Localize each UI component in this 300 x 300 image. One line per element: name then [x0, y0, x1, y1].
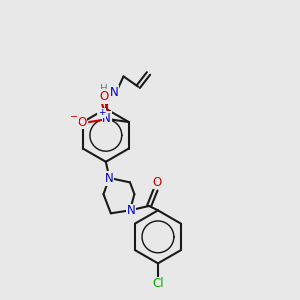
Text: O: O	[152, 176, 162, 189]
Text: H: H	[100, 84, 108, 94]
Text: N: N	[127, 205, 136, 218]
Text: −: −	[70, 112, 78, 122]
Text: O: O	[99, 90, 108, 103]
Text: O: O	[77, 116, 86, 128]
Text: +: +	[98, 108, 105, 117]
Text: N: N	[105, 172, 114, 185]
Text: Cl: Cl	[152, 278, 164, 290]
Text: N: N	[102, 112, 111, 125]
Text: N: N	[110, 86, 118, 99]
